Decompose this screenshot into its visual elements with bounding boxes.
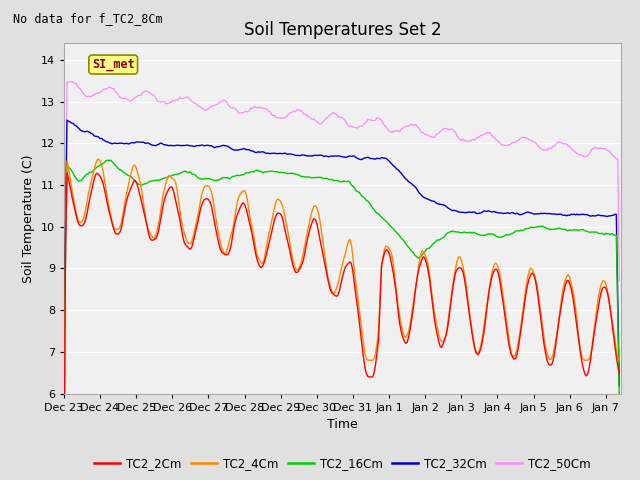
Legend: TC2_2Cm, TC2_4Cm, TC2_16Cm, TC2_32Cm, TC2_50Cm: TC2_2Cm, TC2_4Cm, TC2_16Cm, TC2_32Cm, TC…: [90, 452, 595, 475]
Text: No data for f_TC2_8Cm: No data for f_TC2_8Cm: [13, 12, 163, 25]
Y-axis label: Soil Temperature (C): Soil Temperature (C): [22, 154, 35, 283]
Text: SI_met: SI_met: [92, 58, 134, 71]
X-axis label: Time: Time: [327, 418, 358, 431]
Title: Soil Temperatures Set 2: Soil Temperatures Set 2: [244, 21, 441, 39]
